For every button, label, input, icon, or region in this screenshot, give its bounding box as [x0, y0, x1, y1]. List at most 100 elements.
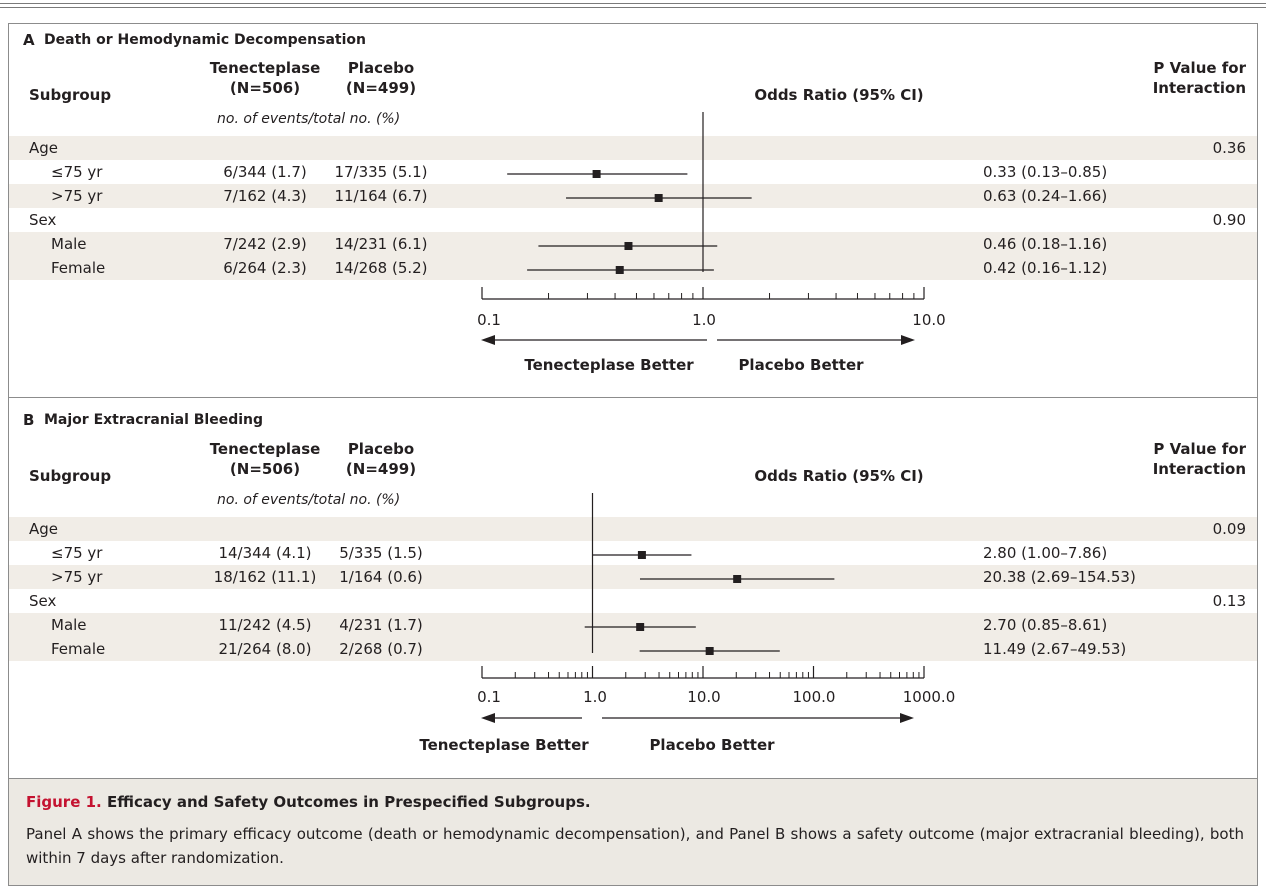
- placebo-n: (N=499): [345, 460, 417, 478]
- placebo-n: (N=499): [345, 79, 417, 97]
- tenecteplase-better-label: Tenecteplase Better: [419, 736, 589, 754]
- top-rule: [0, 7, 1266, 8]
- tenecteplase-events: 14/344 (4.1): [218, 544, 312, 562]
- odds-ratio-value: 2.80 (1.00–7.86): [983, 544, 1108, 562]
- row-band: [9, 136, 1257, 160]
- odds-ratio-value: 20.38 (2.69–154.53): [983, 568, 1136, 586]
- left-arrow-head: [481, 335, 495, 345]
- group-label: Age: [29, 139, 59, 157]
- left-arrow-head: [481, 713, 495, 723]
- right-arrow-head: [900, 713, 914, 723]
- placebo-events: 14/268 (5.2): [334, 259, 428, 277]
- p-value-header-2: Interaction: [1152, 460, 1246, 478]
- point-estimate: [637, 551, 646, 559]
- subgroup-header: Subgroup: [29, 467, 112, 485]
- axis-tick-label: 10.0: [687, 688, 721, 706]
- odds-ratio-value: 0.46 (0.18–1.16): [983, 235, 1108, 253]
- caption-title: Efficacy and Safety Outcomes in Prespeci…: [106, 793, 591, 811]
- panel-letter: B: [23, 411, 35, 429]
- panel-a: A Death or Hemodynamic Decompensation Su…: [9, 24, 1257, 397]
- axis-tick-label: 100.0: [792, 688, 836, 706]
- figure-caption: Figure 1. Efficacy and Safety Outcomes i…: [8, 778, 1258, 886]
- row-band: [9, 256, 1257, 280]
- tenecteplase-events: 11/242 (4.5): [218, 616, 312, 634]
- tenecteplase-events: 6/344 (1.7): [223, 163, 307, 181]
- point-estimate: [705, 647, 714, 655]
- placebo-events: 11/164 (6.7): [334, 187, 428, 205]
- odds-ratio-value: 0.42 (0.16–1.12): [983, 259, 1108, 277]
- tenecteplase-header: Tenecteplase: [209, 59, 321, 77]
- subgroup-label: >75 yr: [51, 568, 103, 586]
- panel-title: Death or Hemodynamic Decompensation: [44, 32, 366, 48]
- panel-title: Major Extracranial Bleeding: [44, 412, 264, 428]
- panel-letter: A: [23, 31, 35, 49]
- tenecteplase-events: 6/264 (2.3): [223, 259, 307, 277]
- panel-b: B Major Extracranial Bleeding Subgroup T…: [9, 398, 1257, 778]
- placebo-events: 17/335 (5.1): [334, 163, 428, 181]
- axis-tick-label: 10.0: [912, 311, 946, 329]
- tenecteplase-events: 7/162 (4.3): [223, 187, 307, 205]
- tenecteplase-header: Tenecteplase: [209, 440, 321, 458]
- odds-ratio-value: 0.63 (0.24–1.66): [983, 187, 1108, 205]
- placebo-events: 4/231 (1.7): [339, 616, 423, 634]
- axis-tick-label: 0.1: [477, 688, 501, 706]
- row-band: [9, 637, 1257, 661]
- tenecteplase-better-label: Tenecteplase Better: [524, 356, 694, 374]
- subgroup-label: Male: [51, 616, 87, 634]
- p-value: 0.90: [1212, 211, 1246, 229]
- subgroup-header: Subgroup: [29, 86, 112, 104]
- row-band: [9, 565, 1257, 589]
- figure-label: Figure 1.: [26, 793, 102, 811]
- right-arrow-head: [901, 335, 915, 345]
- row-band: [9, 232, 1257, 256]
- p-value-header: P Value for: [1153, 59, 1246, 77]
- subgroup-label: ≤75 yr: [51, 544, 103, 562]
- p-value: 0.09: [1212, 520, 1246, 538]
- point-estimate: [654, 194, 663, 202]
- placebo-events: 1/164 (0.6): [339, 568, 423, 586]
- subgroup-label: Female: [51, 640, 106, 658]
- forest-plot-b: [481, 493, 925, 723]
- units-label: no. of events/total no. (%): [217, 492, 401, 508]
- subgroup-label: Female: [51, 259, 106, 277]
- point-estimate: [615, 266, 624, 274]
- forest-plot-a: [481, 112, 925, 345]
- tenecteplase-n: (N=506): [229, 79, 301, 97]
- tenecteplase-events: 7/242 (2.9): [223, 235, 307, 253]
- units-label: no. of events/total no. (%): [217, 111, 401, 127]
- caption-text: Panel A shows the primary efficacy outco…: [26, 825, 1244, 867]
- subgroup-label: >75 yr: [51, 187, 103, 205]
- odds-ratio-value: 2.70 (0.85–8.61): [983, 616, 1108, 634]
- odds-ratio-value: 11.49 (2.67–49.53): [983, 640, 1127, 658]
- top-rule: [0, 3, 1266, 4]
- point-estimate: [733, 575, 742, 583]
- tenecteplase-events: 21/264 (8.0): [218, 640, 312, 658]
- p-value-header-2: Interaction: [1152, 79, 1246, 97]
- tenecteplase-events: 18/162 (11.1): [213, 568, 317, 586]
- placebo-events: 2/268 (0.7): [339, 640, 423, 658]
- row-band: [9, 613, 1257, 637]
- placebo-events: 5/335 (1.5): [339, 544, 423, 562]
- subgroup-label: ≤75 yr: [51, 163, 103, 181]
- caption-title-line: Figure 1. Efficacy and Safety Outcomes i…: [26, 793, 591, 811]
- placebo-events: 14/231 (6.1): [334, 235, 428, 253]
- p-value: 0.36: [1212, 139, 1246, 157]
- p-value-header: P Value for: [1153, 440, 1246, 458]
- placebo-header: Placebo: [347, 59, 415, 77]
- placebo-header: Placebo: [347, 440, 415, 458]
- odds-ratio-header: Odds Ratio (95% CI): [754, 467, 924, 485]
- placebo-better-label: Placebo Better: [738, 356, 864, 374]
- row-band: [9, 517, 1257, 541]
- point-estimate: [624, 242, 633, 250]
- subgroup-label: Male: [51, 235, 87, 253]
- axis-tick-label: 0.1: [477, 311, 501, 329]
- axis-tick-label: 1000.0: [902, 688, 956, 706]
- p-value: 0.13: [1212, 592, 1246, 610]
- group-label: Age: [29, 520, 59, 538]
- axis-tick-label: 1.0: [692, 311, 716, 329]
- tenecteplase-n: (N=506): [229, 460, 301, 478]
- group-label: Sex: [29, 211, 57, 229]
- row-band: [9, 184, 1257, 208]
- group-label: Sex: [29, 592, 57, 610]
- point-estimate: [636, 623, 645, 631]
